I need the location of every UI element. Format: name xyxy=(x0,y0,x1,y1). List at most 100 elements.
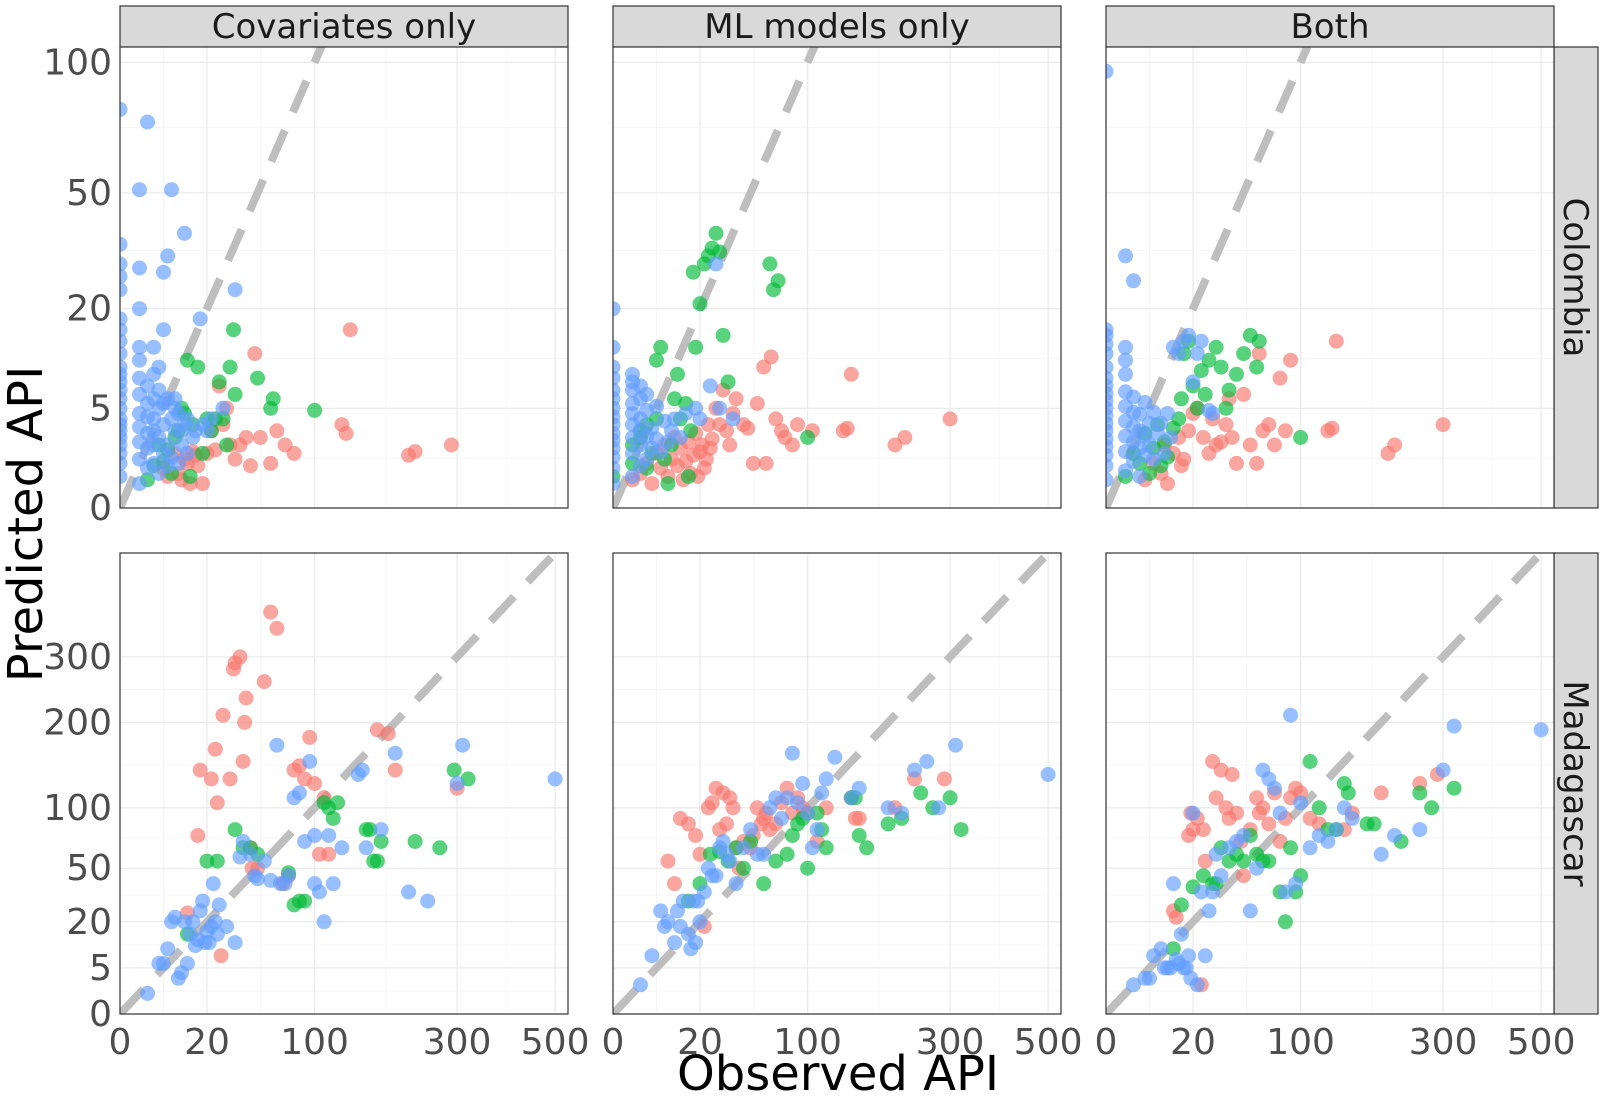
x-tick-label: 300 xyxy=(1409,1022,1478,1063)
panel-madagascar-both: 0 20 100 300 500 xyxy=(1095,552,1575,1063)
data-point xyxy=(207,741,223,757)
data-point xyxy=(269,620,285,636)
data-point xyxy=(192,311,208,327)
data-point xyxy=(443,437,459,453)
data-point xyxy=(763,349,779,365)
data-point xyxy=(809,822,825,838)
data-point xyxy=(1213,868,1229,884)
strip-covariates-only: Covariates only xyxy=(119,5,569,48)
row-strip-bg xyxy=(1553,46,1599,509)
data-point xyxy=(1218,400,1234,416)
data-point xyxy=(784,745,800,761)
data-point xyxy=(338,425,354,441)
data-point xyxy=(1197,386,1213,402)
data-point xyxy=(1446,718,1462,734)
data-point xyxy=(800,430,816,445)
data-point xyxy=(768,853,784,869)
data-point xyxy=(219,437,235,453)
data-point xyxy=(177,225,192,241)
data-point xyxy=(1446,780,1462,796)
x-axis-title: Observed API xyxy=(677,1046,999,1100)
data-point xyxy=(1189,400,1205,416)
data-point xyxy=(1251,333,1267,349)
data-point xyxy=(1249,860,1265,876)
data-point xyxy=(1236,868,1252,884)
data-point xyxy=(269,737,285,753)
data-point xyxy=(1165,876,1181,892)
data-point xyxy=(1261,853,1277,869)
data-point xyxy=(1181,327,1197,343)
panel-border xyxy=(1105,46,1555,509)
data-point xyxy=(291,785,307,801)
data-point xyxy=(132,352,147,368)
data-point xyxy=(1267,437,1282,453)
data-point xyxy=(307,776,323,791)
data-point xyxy=(740,420,756,436)
data-point xyxy=(1208,790,1224,806)
x-tick-label: 20 xyxy=(1170,1022,1216,1063)
data-point xyxy=(195,893,211,909)
x-tick-label: 500 xyxy=(1014,1022,1083,1063)
data-point xyxy=(851,828,867,843)
data-point xyxy=(209,853,225,869)
column-strip-label: Covariates only xyxy=(212,7,476,47)
data-point xyxy=(1185,805,1201,821)
data-point xyxy=(1277,423,1293,439)
y-tick-label: 5 xyxy=(89,388,112,429)
data-point xyxy=(156,264,171,280)
data-point xyxy=(263,455,279,471)
data-point xyxy=(307,828,323,843)
data-point xyxy=(696,884,712,900)
data-point xyxy=(1288,876,1304,892)
y-tick-label: 5 xyxy=(89,948,112,989)
strip-ml-models-only: ML models only xyxy=(612,5,1062,48)
data-point xyxy=(432,840,448,856)
data-point xyxy=(894,805,910,821)
data-point xyxy=(199,423,215,439)
data-point xyxy=(362,822,378,838)
data-point xyxy=(401,884,417,900)
data-point xyxy=(1293,430,1309,445)
data-point xyxy=(613,382,621,398)
data-point xyxy=(653,903,669,919)
y-tick-label: 50 xyxy=(66,173,112,214)
data-point xyxy=(818,771,834,787)
x-tick-label: 20 xyxy=(184,1022,230,1063)
data-point xyxy=(302,729,318,745)
data-point xyxy=(226,322,241,338)
data-point xyxy=(1173,391,1189,407)
data-point xyxy=(237,714,253,730)
panel-colombia-covariates-only: 0 5 20 50 100 xyxy=(43,42,569,529)
data-point xyxy=(227,451,243,467)
data-point xyxy=(1267,780,1282,796)
data-point xyxy=(243,846,258,862)
y-axis-title: Predicted API xyxy=(0,366,54,683)
x-tick-label: 300 xyxy=(423,1022,492,1063)
data-point xyxy=(1201,903,1217,919)
data-point xyxy=(120,282,128,298)
data-point xyxy=(547,771,563,787)
data-point xyxy=(215,411,231,427)
data-point xyxy=(1126,453,1141,469)
data-point xyxy=(644,476,660,492)
data-point xyxy=(1229,366,1244,382)
data-point xyxy=(1106,322,1114,338)
data-point xyxy=(758,455,774,471)
data-point xyxy=(1277,884,1293,900)
data-point xyxy=(215,707,231,723)
data-point xyxy=(164,182,179,198)
data-point xyxy=(132,260,147,276)
data-point xyxy=(256,674,272,690)
data-point xyxy=(235,834,251,849)
data-point xyxy=(756,846,772,862)
data-point xyxy=(649,352,664,368)
data-point xyxy=(140,985,155,1001)
data-point xyxy=(660,914,676,930)
data-point xyxy=(358,840,374,856)
data-point xyxy=(851,810,867,826)
data-point xyxy=(680,816,696,832)
data-point xyxy=(1344,810,1360,826)
data-point xyxy=(407,834,423,849)
data-point xyxy=(1040,767,1056,782)
data-point xyxy=(120,268,128,284)
